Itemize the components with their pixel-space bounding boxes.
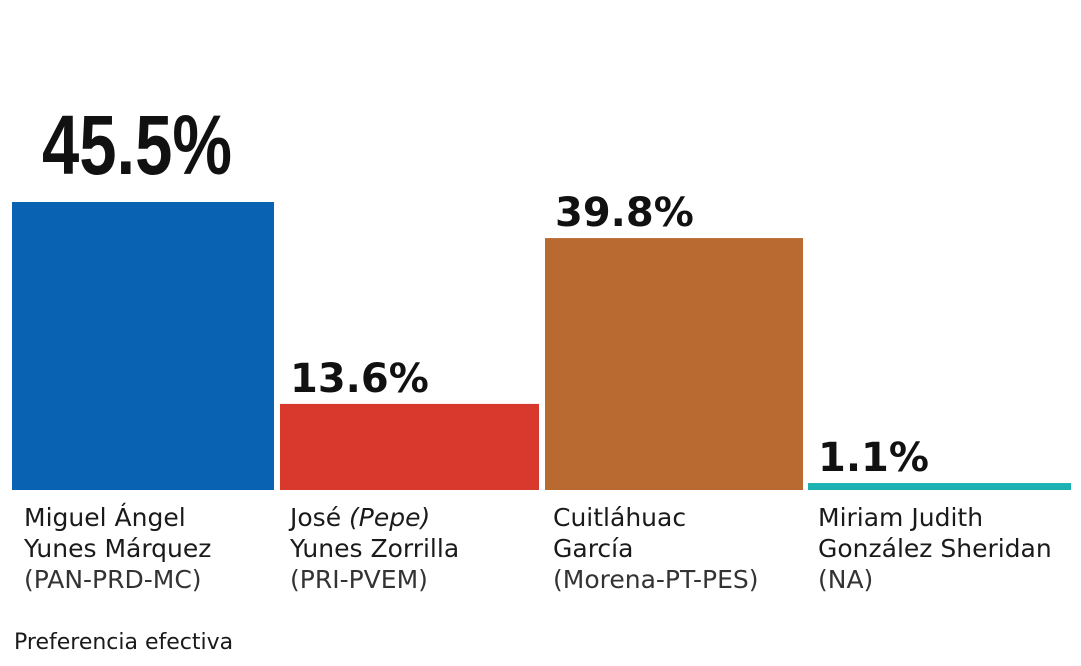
value-label-3: 39.8%: [555, 190, 694, 236]
candidate-3-name-line2: García: [553, 534, 634, 563]
value-labels-group: 45.5% 13.6% 39.8% 1.1%: [42, 98, 929, 481]
candidate-1-party: (PAN-PRD-MC): [24, 565, 202, 594]
bar-2: [280, 403, 539, 490]
candidate-2-name-line2: Yunes Zorrilla: [290, 534, 460, 563]
candidate-label-4: Miriam Judith González Sheridan (NA): [818, 502, 1080, 595]
candidate-1-name-line1: Miguel Ángel: [24, 503, 186, 532]
candidate-4-name-line2: González Sheridan: [818, 534, 1052, 563]
bar-4: [808, 483, 1071, 490]
value-label-1: 45.5%: [42, 98, 232, 192]
candidate-2-name-line1a: José: [290, 503, 350, 532]
value-label-2: 13.6%: [290, 356, 429, 402]
candidate-2-nickname: (Pepe): [349, 503, 431, 532]
value-label-4: 1.1%: [818, 435, 929, 481]
candidate-3-party: (Morena-PT-PES): [553, 565, 759, 594]
candidate-4-name-line1: Miriam Judith: [818, 503, 984, 532]
candidate-3-name-line1: Cuitláhuac: [553, 503, 687, 532]
candidate-1-name-line2: Yunes Márquez: [24, 534, 212, 563]
candidate-2-party: (PRI-PVEM): [290, 565, 428, 594]
footnote: Preferencia efectiva: [14, 630, 234, 655]
bars-group: [12, 202, 1071, 490]
bar-3: [545, 238, 803, 490]
candidate-label-3: Cuitláhuac García (Morena-PT-PES): [553, 502, 815, 595]
bar-1: [12, 202, 274, 490]
candidate-label-1: Miguel Ángel Yunes Márquez (PAN-PRD-MC): [24, 502, 286, 595]
candidate-label-2: José (Pepe) Yunes Zorrilla (PRI-PVEM): [290, 502, 552, 595]
candidate-4-party: (NA): [818, 565, 874, 594]
